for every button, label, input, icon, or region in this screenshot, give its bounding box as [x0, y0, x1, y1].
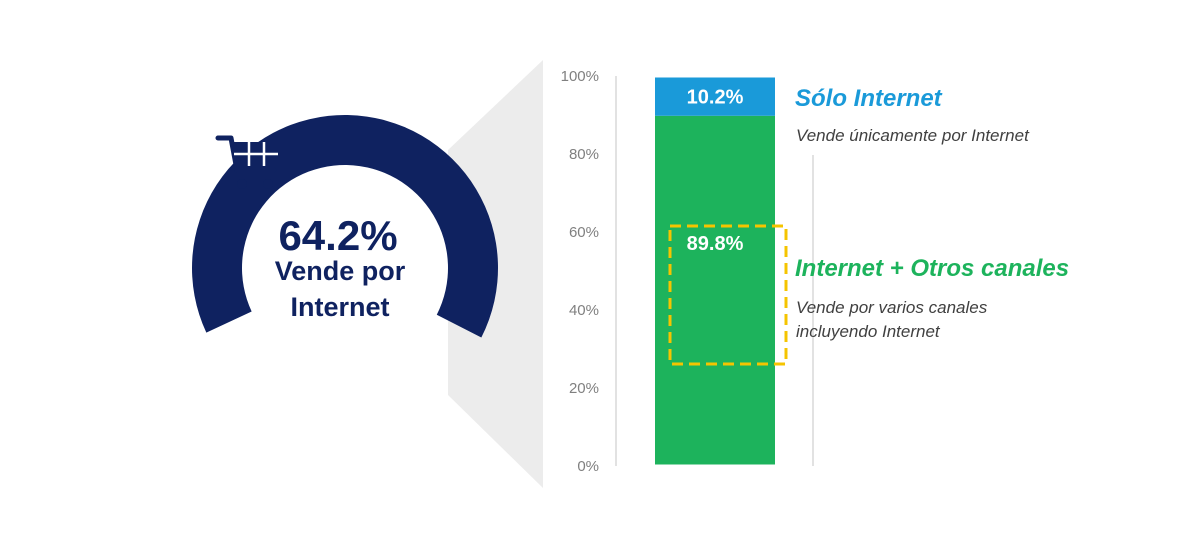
bar-value-label: 89.8% [687, 233, 744, 255]
category-title: Internet + Otros canales [795, 255, 1069, 282]
y-tick-label: 100% [561, 68, 599, 85]
y-tick-label: 20% [569, 380, 599, 397]
category-description: Vende únicamente por Internet [796, 126, 1030, 145]
y-axis: 0% 20% 40% 60% 80% 100% [561, 68, 617, 475]
y-tick-label: 40% [569, 302, 599, 319]
category-description: Vende por varios canales [796, 298, 988, 317]
y-tick-label: 80% [569, 146, 599, 163]
category-labels: Internet + Otros canales Vende por varios… [795, 85, 1069, 341]
bar-value-label: 10.2% [687, 87, 744, 109]
donut-label-line2: Internet [290, 292, 389, 322]
category-title: Sólo Internet [795, 85, 943, 112]
category-description: incluyendo Internet [796, 322, 941, 341]
bar-segment [655, 115, 775, 465]
y-tick-label: 60% [569, 224, 599, 241]
bar-segment [655, 77, 775, 116]
donut-percent: 64.2% [278, 212, 397, 259]
highlight-dashed-box [668, 224, 788, 366]
donut-label-line1: Vende por [275, 256, 406, 286]
y-tick-label: 0% [577, 458, 599, 475]
shopping-cart-icon [215, 135, 278, 189]
stacked-bar: 89.8% 10.2% [655, 77, 814, 466]
